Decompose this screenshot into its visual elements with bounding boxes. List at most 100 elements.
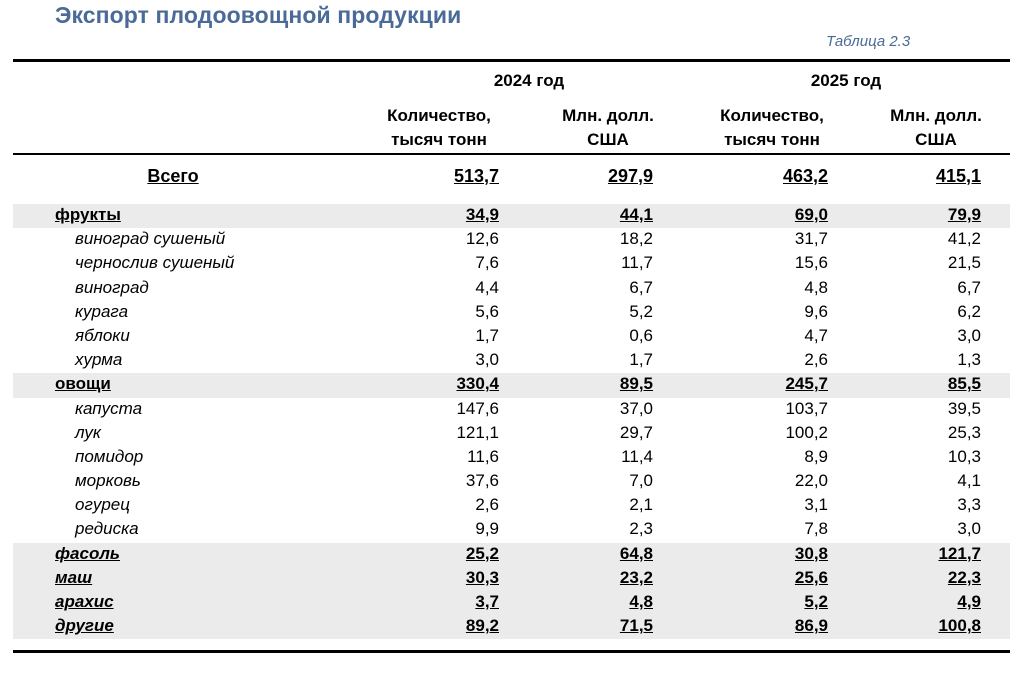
row-label: чернослив сушеный: [75, 253, 235, 273]
row-label: арахис: [55, 592, 114, 611]
table-row: хурма 3,0 1,7 2,6 1,3: [13, 349, 1010, 373]
row-value: 6,7: [629, 277, 653, 297]
row-label: морковь: [75, 471, 141, 491]
year-header-2025: 2025 год: [810, 71, 882, 90]
row-value: 25,6: [794, 567, 828, 587]
subheader-val-line2: США: [587, 130, 629, 149]
row-value: 30,8: [794, 543, 828, 563]
row-value: 2,6: [475, 495, 499, 515]
table-row: капуста 147,6 37,0 103,7 39,5: [13, 398, 1010, 422]
row-value: 0,6: [629, 325, 653, 345]
row-label: лук: [75, 422, 101, 442]
table-row: виноград сушеный 12,6 18,2 31,7 41,2: [13, 228, 1010, 252]
page-title: Экспорт плодоовощной продукции: [55, 2, 462, 28]
row-value: 29,7: [619, 422, 653, 442]
row-value: 7,8: [804, 519, 828, 539]
row-value: 37,0: [619, 398, 653, 418]
row-value: 1,7: [629, 350, 653, 370]
row-value: 41,2: [947, 229, 981, 249]
row-label: яблоки: [75, 325, 130, 345]
table-body: фрукты 34,9 44,1 69,0 79,9 виноград сушеный 12…: [13, 204, 1010, 640]
row-value: 89,2: [465, 616, 499, 636]
row-label: капуста: [75, 398, 143, 418]
total-val-2024: 297,9: [607, 166, 653, 186]
row-value: 3,0: [957, 325, 981, 345]
row-value: 3,3: [957, 495, 981, 515]
row-value: 22,0: [794, 471, 828, 491]
row-value: 21,5: [947, 253, 981, 273]
table-group-row: фасоль 25,2 64,8 30,8 121,7: [13, 542, 1010, 567]
row-value: 85,5: [947, 374, 981, 394]
row-value: 64,8: [619, 543, 653, 563]
row-value: 121,1: [456, 422, 499, 442]
row-label: виноград сушеный: [75, 229, 226, 249]
row-value: 100,2: [785, 422, 828, 442]
row-value: 12,6: [465, 229, 499, 249]
year-header-2024: 2024 год: [493, 71, 565, 90]
row-label: маш: [55, 567, 93, 587]
row-value: 3,0: [957, 519, 981, 539]
row-value: 103,7: [785, 398, 828, 418]
row-label: другие: [55, 616, 114, 636]
row-value: 4,9: [957, 592, 981, 611]
row-value: 44,1: [619, 205, 653, 224]
row-value: 4,8: [629, 592, 653, 611]
row-value: 245,7: [785, 374, 828, 394]
row-value: 100,8: [938, 616, 981, 636]
row-value: 25,3: [947, 422, 981, 442]
row-value: 25,2: [465, 543, 499, 563]
total-qty-2025: 463,2: [782, 166, 828, 186]
subheader-qty-line2: тысяч тонн: [391, 130, 487, 149]
row-label: курага: [75, 301, 129, 321]
row-value: 11,4: [621, 446, 653, 466]
table-row: чернослив сушеный 7,6 11,7 15,6 21,5: [13, 252, 1010, 276]
row-value: 2,3: [629, 519, 653, 539]
table-group-row: арахис 3,7 4,8 5,2 4,9: [13, 591, 1010, 616]
top-rule: [13, 59, 1010, 62]
subheader-val-line1: Млн. долл.: [890, 106, 982, 125]
row-label: виноград: [75, 277, 149, 297]
table-row: морковь 37,6 7,0 22,0 4,1: [13, 470, 1010, 494]
table-row: помидор 11,6 11,4 8,9 10,3: [13, 446, 1010, 470]
row-value: 4,8: [804, 277, 828, 297]
subheader-qty-line1: Количество,: [387, 106, 491, 125]
row-value: 10,3: [947, 446, 981, 466]
row-value: 2,1: [629, 495, 653, 515]
row-value: 330,4: [456, 374, 499, 394]
row-value: 1,3: [957, 350, 981, 370]
subheader-val-2024: Млн. долл. США: [533, 104, 683, 152]
subheader-qty-2024: Количество, тысяч тонн: [364, 104, 514, 152]
subheader-qty-line1: Количество,: [720, 106, 824, 125]
row-value: 3,0: [475, 350, 499, 370]
total-row: Всего 513,7 297,9 463,2 415,1: [13, 166, 1010, 190]
row-value: 3,7: [475, 592, 499, 611]
row-value: 18,2: [619, 229, 653, 249]
row-value: 4,1: [957, 471, 981, 491]
row-value: 37,6: [465, 471, 499, 491]
row-value: 2,6: [804, 350, 828, 370]
row-value: 5,6: [475, 301, 499, 321]
row-value: 11,7: [621, 253, 653, 273]
table-number-label: Таблица 2.3: [826, 33, 911, 50]
row-value: 39,5: [947, 398, 981, 418]
header-rule: [13, 153, 1010, 155]
row-value: 4,4: [475, 277, 499, 297]
table-group-row: фрукты 34,9 44,1 69,0 79,9: [13, 204, 1010, 229]
row-value: 86,9: [794, 616, 828, 636]
row-value: 89,5: [619, 374, 653, 394]
row-label: помидор: [75, 446, 144, 466]
table-row: яблоки 1,7 0,6 4,7 3,0: [13, 325, 1010, 349]
row-label: овощи: [55, 374, 111, 394]
row-value: 22,3: [947, 567, 981, 587]
row-value: 6,2: [957, 301, 981, 321]
row-value: 9,9: [475, 519, 499, 539]
row-value: 15,6: [794, 253, 828, 273]
table-row: виноград 4,4 6,7 4,8 6,7: [13, 277, 1010, 301]
row-value: 34,9: [465, 205, 499, 224]
row-value: 6,7: [957, 277, 981, 297]
row-value: 5,2: [629, 301, 653, 321]
row-value: 4,7: [804, 325, 828, 345]
row-value: 3,1: [804, 495, 828, 515]
row-label: редиска: [75, 519, 139, 539]
table-group-row: маш 30,3 23,2 25,6 22,3: [13, 566, 1010, 591]
